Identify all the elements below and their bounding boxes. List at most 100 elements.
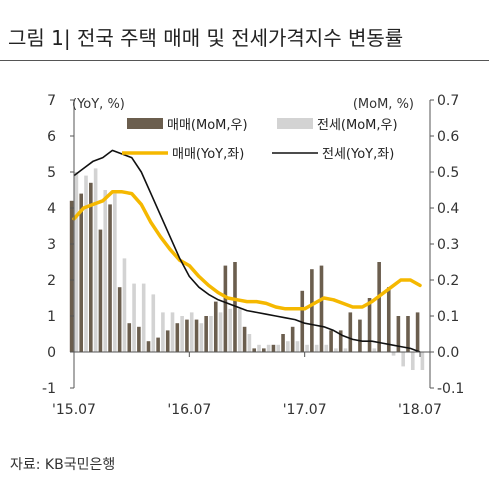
left-tick-label: 6 [47, 129, 56, 145]
right-tick-label: 0.6 [437, 129, 459, 145]
legend-sale-mom-swatch [127, 118, 163, 129]
bar-jeonse-mom [132, 283, 136, 352]
x-tick-label: '18.07 [398, 402, 442, 418]
bar-jeonse-mom [372, 348, 377, 352]
bar-jeonse-mom [199, 323, 204, 352]
bar-sale-mom [377, 262, 381, 352]
left-tick-label: 1 [47, 309, 56, 325]
right-tick-label: 0.0 [437, 345, 459, 361]
bar-sale-mom [386, 287, 391, 352]
bar-jeonse-mom [151, 294, 156, 352]
title-divider [0, 60, 489, 61]
bar-jeonse-mom [295, 341, 300, 352]
bar-sale-mom [185, 319, 189, 352]
bar-sale-mom [156, 337, 160, 352]
left-tick-label: -1 [42, 381, 56, 397]
right-tick-label: 0.4 [437, 201, 459, 217]
bar-sale-mom [358, 319, 362, 352]
bar-jeonse-mom [170, 312, 175, 352]
bar-jeonse-mom [161, 312, 165, 352]
bar-sale-mom [69, 200, 74, 352]
bar-sale-mom [165, 330, 170, 352]
bar-sale-mom [300, 290, 305, 352]
bar-jeonse-mom [401, 352, 405, 367]
bar-sale-mom [79, 193, 84, 352]
bar-jeonse-mom [420, 352, 425, 370]
bar-sale-mom [415, 312, 420, 352]
bar-jeonse-mom [391, 352, 396, 356]
left-tick-label: 7 [47, 93, 56, 109]
bar-sale-mom [108, 204, 112, 352]
bar-sale-mom [406, 316, 410, 352]
legend-jeonse-yoy-label: 전세(YoY,좌) [322, 147, 394, 162]
bar-sale-mom [194, 319, 199, 352]
right-tick-label: 0.1 [437, 309, 459, 325]
bar-sale-mom [223, 265, 228, 352]
bar-sale-mom [175, 323, 180, 352]
left-tick-label: 2 [47, 273, 56, 289]
bar-jeonse-mom [93, 168, 98, 352]
bar-sale-mom [329, 330, 333, 352]
bar-jeonse-mom [410, 352, 415, 370]
legend-jeonse-mom-swatch [277, 118, 313, 129]
bar-sale-mom [290, 326, 295, 352]
bar-jeonse-mom [189, 312, 194, 352]
bar-sale-mom [262, 348, 266, 352]
bar-sale-mom [271, 344, 276, 352]
bar-jeonse-mom [276, 344, 281, 352]
bar-jeonse-mom [103, 190, 108, 352]
right-tick-label: 0.3 [437, 237, 459, 253]
bar-jeonse-mom [314, 344, 319, 352]
right-tick-label: 0.2 [437, 273, 459, 289]
bar-jeonse-mom [334, 348, 338, 352]
bar-jeonse-mom [228, 308, 232, 352]
bar-jeonse-mom [305, 344, 309, 352]
bar-jeonse-mom [209, 316, 213, 352]
bar-sale-mom [348, 312, 353, 352]
x-tick-label: '16.07 [167, 402, 211, 418]
chart: 7 6 5 4 3 2 1 0 -1 0.7 0.6 0.5 0.4 0.3 0.2 0.1 0.0 -0.1 '1… [42, 93, 464, 418]
bar-jeonse-mom [122, 258, 127, 352]
right-tick-label: 0.5 [437, 165, 459, 181]
bar-jeonse-mom [180, 316, 184, 352]
bar-sale-mom [310, 269, 314, 352]
bar-jeonse-mom [218, 312, 223, 352]
bar-sale-mom [98, 229, 103, 352]
legend-sale-yoy-label: 매매(YoY,좌) [172, 147, 244, 162]
bar-sale-mom [338, 330, 343, 352]
line-sale-yoy [72, 190, 422, 311]
right-tick-label: -0.1 [437, 381, 464, 397]
right-axis-unit: (MoM, %) [353, 97, 414, 112]
bar-jeonse-mom [141, 283, 146, 352]
bar-sale-mom [146, 341, 151, 352]
left-tick-label: 5 [47, 165, 56, 181]
bar-sale-mom [213, 301, 218, 352]
bar-jeonse-mom [237, 308, 242, 352]
bar-sale-mom [319, 265, 324, 352]
x-tick-label: '17.07 [283, 402, 327, 418]
legend-jeonse-mom-label: 전세(MoM,우) [317, 118, 398, 133]
bar-jeonse-mom [286, 341, 290, 352]
bar-sale-mom [204, 316, 208, 352]
bar-jeonse-mom [113, 193, 117, 352]
legend-sale-mom-label: 매매(MoM,우) [167, 118, 248, 133]
bar-jeonse-mom [247, 334, 252, 352]
source-note: 자료: KB국민은행 [10, 457, 116, 473]
bar-sale-mom [89, 182, 93, 352]
left-tick-label: 4 [47, 201, 56, 217]
line-jeonse-yoy [73, 149, 421, 353]
bar-sale-mom [252, 348, 257, 352]
bar-sale-mom [117, 287, 122, 352]
left-tick-label: 3 [47, 237, 56, 253]
bar-sale-mom [137, 326, 141, 352]
bar-jeonse-mom [324, 344, 329, 352]
bar-sale-mom [281, 334, 285, 352]
bar-jeonse-mom [74, 172, 79, 352]
bar-sale-mom [396, 316, 401, 352]
right-tick-label: 0.7 [437, 93, 459, 109]
bar-sale-mom [127, 323, 132, 352]
bar-jeonse-mom [266, 344, 271, 352]
bar-sale-mom [233, 262, 237, 352]
left-tick-label: 0 [47, 345, 56, 361]
left-axis-unit: (YoY, %) [72, 97, 125, 112]
